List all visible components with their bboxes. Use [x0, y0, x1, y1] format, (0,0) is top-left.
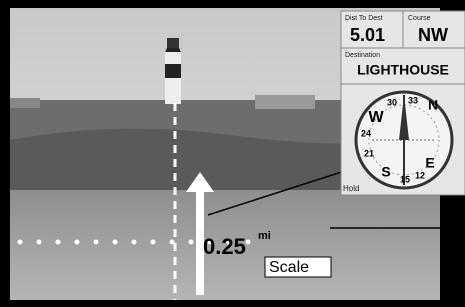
compass-label: 24 — [361, 128, 371, 138]
compass-label: 12 — [415, 170, 425, 180]
compass-label: 33 — [408, 95, 418, 105]
compass-label: S — [381, 164, 390, 180]
compass-label: 30 — [387, 97, 397, 107]
compass-label: 21 — [364, 148, 374, 158]
course-label: Course — [408, 15, 431, 22]
compass-label: W — [368, 109, 384, 126]
scale-label-text: Scale — [269, 259, 309, 276]
compass-label: 15 — [400, 174, 410, 184]
destination-value: LIGHTHOUSE — [357, 62, 449, 78]
destination-label: Destination — [345, 52, 380, 59]
scale-unit: mi — [258, 230, 271, 242]
compass-label: N — [428, 97, 438, 113]
course-value: NW — [418, 25, 448, 45]
screenshot: 0.25 mi Scale Dist To Dest 5.01 Course N… — [0, 0, 465, 307]
scale-value: 0.25 — [203, 234, 246, 259]
compass-label: E — [425, 155, 434, 171]
gps-screen: Dist To Dest 5.01 Course NW Destination … — [341, 11, 465, 195]
footer-text: Hold — [343, 184, 359, 193]
distance-label: Dist To Dest — [345, 15, 383, 22]
distance-value: 5.01 — [350, 25, 385, 45]
